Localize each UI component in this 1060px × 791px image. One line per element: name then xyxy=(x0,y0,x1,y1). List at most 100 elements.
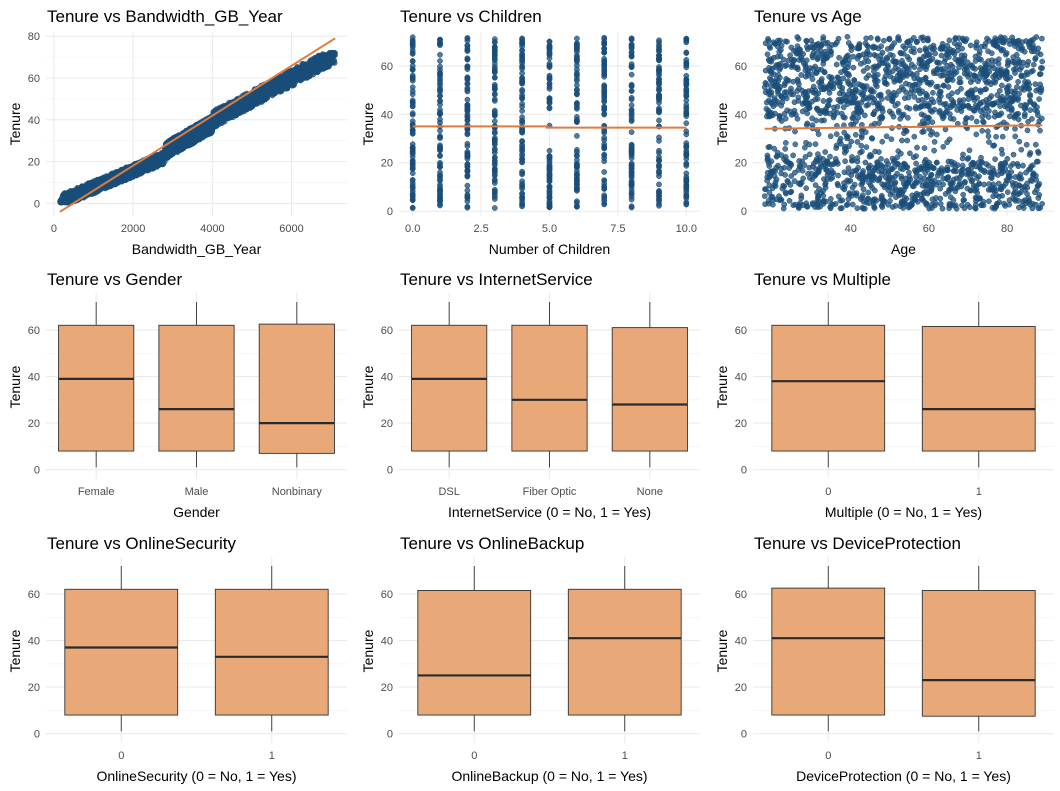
scatter-point xyxy=(932,50,939,57)
scatter-point xyxy=(409,103,416,110)
scatter-point xyxy=(872,63,878,70)
scatter-point xyxy=(252,95,259,101)
scatter-point xyxy=(863,102,870,109)
scatter-point xyxy=(145,162,152,168)
scatter-point xyxy=(821,68,828,75)
scatter-point xyxy=(1035,195,1042,201)
x-tick-label: 6000 xyxy=(279,223,303,235)
scatter-point xyxy=(1032,141,1039,148)
scatter-point xyxy=(108,172,115,178)
scatter-point xyxy=(970,65,976,71)
scatter-point xyxy=(999,151,1006,157)
scatter-point xyxy=(464,195,471,201)
scatter-point xyxy=(464,126,471,133)
scatter-point xyxy=(963,36,970,42)
scatter-point xyxy=(992,109,998,116)
scatter-point xyxy=(1027,91,1033,98)
scatter-point xyxy=(519,190,525,197)
scatter-point xyxy=(265,91,271,98)
scatter-point xyxy=(818,78,825,85)
y-tick-label: 40 xyxy=(28,115,40,127)
scatter-point xyxy=(683,120,690,127)
scatter-point xyxy=(937,185,944,192)
y-tick-label: 20 xyxy=(28,157,40,169)
scatter-point xyxy=(781,156,787,162)
scatter-point xyxy=(546,60,553,67)
scatter-point xyxy=(1022,111,1028,117)
scatter-point xyxy=(519,120,525,127)
scatter-point xyxy=(409,182,416,189)
scatter-point xyxy=(546,164,553,171)
scatter-point xyxy=(1027,107,1034,113)
scatter-point xyxy=(986,139,992,145)
scatter-point xyxy=(303,61,310,67)
scatter-point xyxy=(281,82,288,89)
scatter-point xyxy=(904,54,911,60)
scatter-point xyxy=(464,86,471,93)
scatter-point xyxy=(519,94,525,101)
scatter-point xyxy=(628,118,635,124)
scatter-point xyxy=(683,192,690,199)
scatter-point xyxy=(491,81,498,88)
scatter-point xyxy=(881,37,887,44)
scatter-point xyxy=(601,110,608,117)
scatter-point xyxy=(986,37,992,44)
scatter-point xyxy=(916,47,923,54)
scatter-point xyxy=(323,54,330,60)
scatter-points xyxy=(57,50,338,206)
scatter-point xyxy=(907,150,913,157)
scatter-point xyxy=(491,69,498,76)
scatter-point xyxy=(961,179,968,186)
scatter-point xyxy=(763,186,769,192)
scatter-point xyxy=(969,106,976,112)
scatter-point xyxy=(809,54,816,61)
scatter-point xyxy=(437,51,443,58)
scatter-point xyxy=(628,102,635,109)
scatter-point xyxy=(519,78,525,85)
y-axis-title: Tenure xyxy=(714,102,730,145)
scatter-point xyxy=(519,138,525,144)
scatter-point xyxy=(813,105,820,112)
scatter-point xyxy=(1011,113,1018,120)
scatter-point xyxy=(995,56,1002,63)
scatter-point xyxy=(782,140,789,146)
scatter-point xyxy=(985,133,992,140)
scatter-point xyxy=(628,148,635,155)
scatter-point xyxy=(1015,78,1021,85)
scatter-point xyxy=(437,147,443,153)
scatter-point xyxy=(812,204,818,210)
scatter-point xyxy=(628,110,635,116)
scatter-point xyxy=(888,166,895,172)
scatter-point xyxy=(968,115,975,121)
scatter-point xyxy=(683,170,690,177)
scatter-point xyxy=(464,56,471,63)
scatter-point xyxy=(546,194,553,201)
scatter-point xyxy=(942,126,949,133)
scatter-point xyxy=(1035,112,1041,119)
scatter-point xyxy=(858,142,865,149)
scatter-point xyxy=(628,88,635,94)
x-axis-title: Bandwidth_GB_Year xyxy=(132,241,262,257)
scatter-point xyxy=(947,202,953,209)
scatter-point xyxy=(242,102,249,109)
scatter-point xyxy=(935,83,941,90)
scatter-point xyxy=(437,186,443,193)
scatter-point xyxy=(313,59,320,66)
scatter-point xyxy=(683,176,690,183)
scatter-point xyxy=(821,117,827,124)
scatter-point xyxy=(903,80,909,87)
scatter-point xyxy=(942,191,949,197)
scatter-point xyxy=(257,88,264,94)
scatter-point xyxy=(491,147,498,154)
scatter-point xyxy=(574,35,580,42)
scatter-point xyxy=(574,53,580,60)
scatter-point xyxy=(840,104,847,111)
scatter-point xyxy=(1029,116,1035,122)
scatter-point xyxy=(867,162,873,169)
scatter-point xyxy=(766,143,773,150)
scatter-point xyxy=(601,84,608,91)
scatter-point xyxy=(988,50,995,57)
scatter-point xyxy=(1039,58,1046,65)
scatter-point xyxy=(437,164,443,170)
scatter-point xyxy=(491,39,498,45)
